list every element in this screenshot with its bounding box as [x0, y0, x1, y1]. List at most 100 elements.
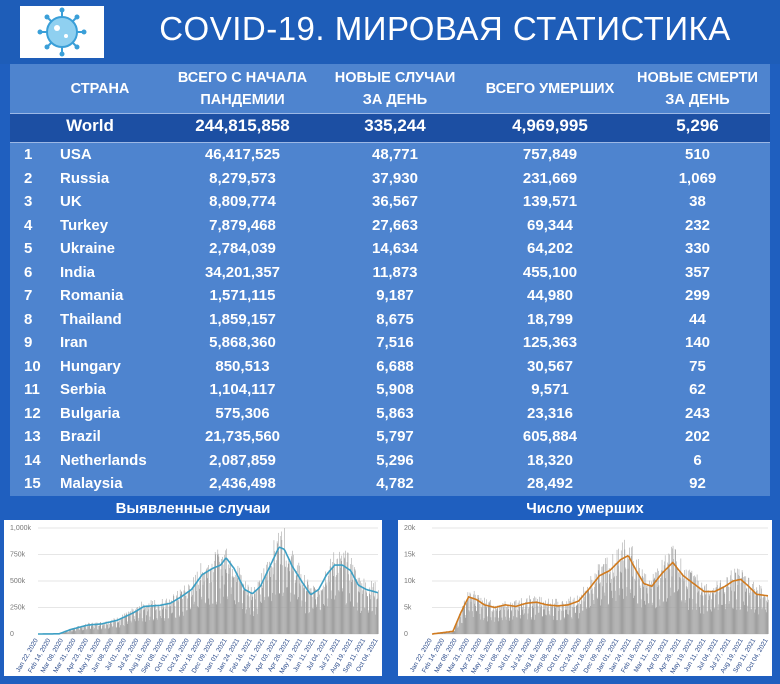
bar — [759, 584, 760, 634]
bar — [224, 554, 225, 634]
bar — [694, 575, 695, 634]
bar — [708, 594, 710, 634]
bar — [76, 628, 77, 634]
bar — [702, 587, 703, 634]
bar — [271, 566, 272, 634]
cell-new-deaths: 44 — [689, 310, 706, 328]
bar — [758, 614, 760, 634]
bar — [326, 582, 328, 634]
bar — [299, 565, 300, 634]
bar — [635, 580, 636, 634]
cell-country: Ukraine — [60, 240, 116, 257]
bar — [372, 587, 374, 634]
bar — [710, 609, 711, 634]
cell-new-cases: 48,771 — [372, 146, 418, 163]
bar — [511, 611, 512, 634]
bar — [314, 587, 315, 634]
bar — [144, 605, 145, 634]
bar — [671, 576, 673, 634]
bar — [595, 583, 596, 634]
bar — [519, 607, 520, 634]
bar — [226, 548, 227, 634]
bar — [78, 626, 79, 634]
bar — [510, 602, 512, 634]
world-name: World — [66, 116, 114, 135]
bar — [158, 604, 159, 634]
bar — [179, 616, 180, 634]
bar — [461, 623, 463, 634]
cell-new-cases: 37,930 — [372, 169, 418, 187]
bar — [123, 625, 124, 634]
bar — [652, 573, 654, 634]
bar — [374, 597, 375, 634]
bar — [730, 570, 732, 634]
bar — [155, 610, 157, 634]
bar — [221, 558, 222, 634]
bar — [594, 573, 596, 634]
cell-total: 2,087,859 — [209, 451, 276, 469]
bar — [162, 609, 164, 634]
bar — [586, 590, 588, 634]
bar — [261, 573, 263, 634]
bar — [480, 619, 481, 634]
bar — [280, 535, 282, 634]
bar — [587, 589, 589, 634]
bar — [282, 596, 284, 634]
bar — [350, 558, 352, 634]
bar — [206, 568, 207, 634]
bar — [193, 577, 194, 634]
bar — [737, 568, 738, 634]
bar — [751, 591, 753, 634]
bar — [538, 612, 539, 634]
bar — [756, 587, 758, 634]
bar — [606, 557, 608, 634]
bar — [565, 604, 567, 634]
bar — [288, 557, 290, 634]
bar — [458, 626, 459, 634]
bar — [470, 601, 472, 634]
bar — [214, 551, 216, 634]
bar — [451, 631, 453, 634]
bar — [147, 606, 149, 634]
bar — [758, 606, 759, 634]
bar — [74, 629, 75, 634]
bar — [571, 617, 572, 634]
bar — [199, 580, 201, 634]
bar — [562, 600, 563, 634]
bar — [485, 606, 486, 634]
cell-rank: 9 — [24, 334, 33, 351]
y-tick-label: 0 — [10, 631, 14, 638]
bar — [552, 599, 553, 634]
bar — [476, 610, 478, 634]
bar — [228, 564, 229, 634]
bar — [188, 584, 189, 634]
bar — [607, 604, 609, 634]
bar — [98, 626, 100, 634]
bar — [471, 597, 472, 634]
bar — [651, 581, 652, 634]
bar — [540, 597, 542, 634]
bar — [357, 610, 358, 634]
bar — [495, 606, 496, 634]
bar — [174, 606, 176, 634]
bar — [338, 590, 339, 634]
bar — [648, 603, 650, 634]
bar — [657, 568, 658, 634]
bar — [305, 613, 306, 634]
table-row: 3 UK 8,809,774 36,567 139,571 38 — [10, 191, 770, 215]
bar — [655, 608, 657, 634]
bar — [358, 592, 360, 634]
bar — [685, 569, 687, 634]
bar — [178, 615, 180, 634]
bar — [458, 620, 460, 634]
bar — [636, 559, 637, 634]
bar — [449, 631, 450, 634]
bar — [258, 582, 260, 634]
bar — [287, 567, 288, 634]
cell-country: Thailand — [60, 310, 122, 328]
bar — [762, 597, 764, 634]
bar — [141, 601, 142, 634]
bar — [518, 610, 519, 634]
bar — [456, 621, 457, 634]
bar — [339, 567, 341, 634]
